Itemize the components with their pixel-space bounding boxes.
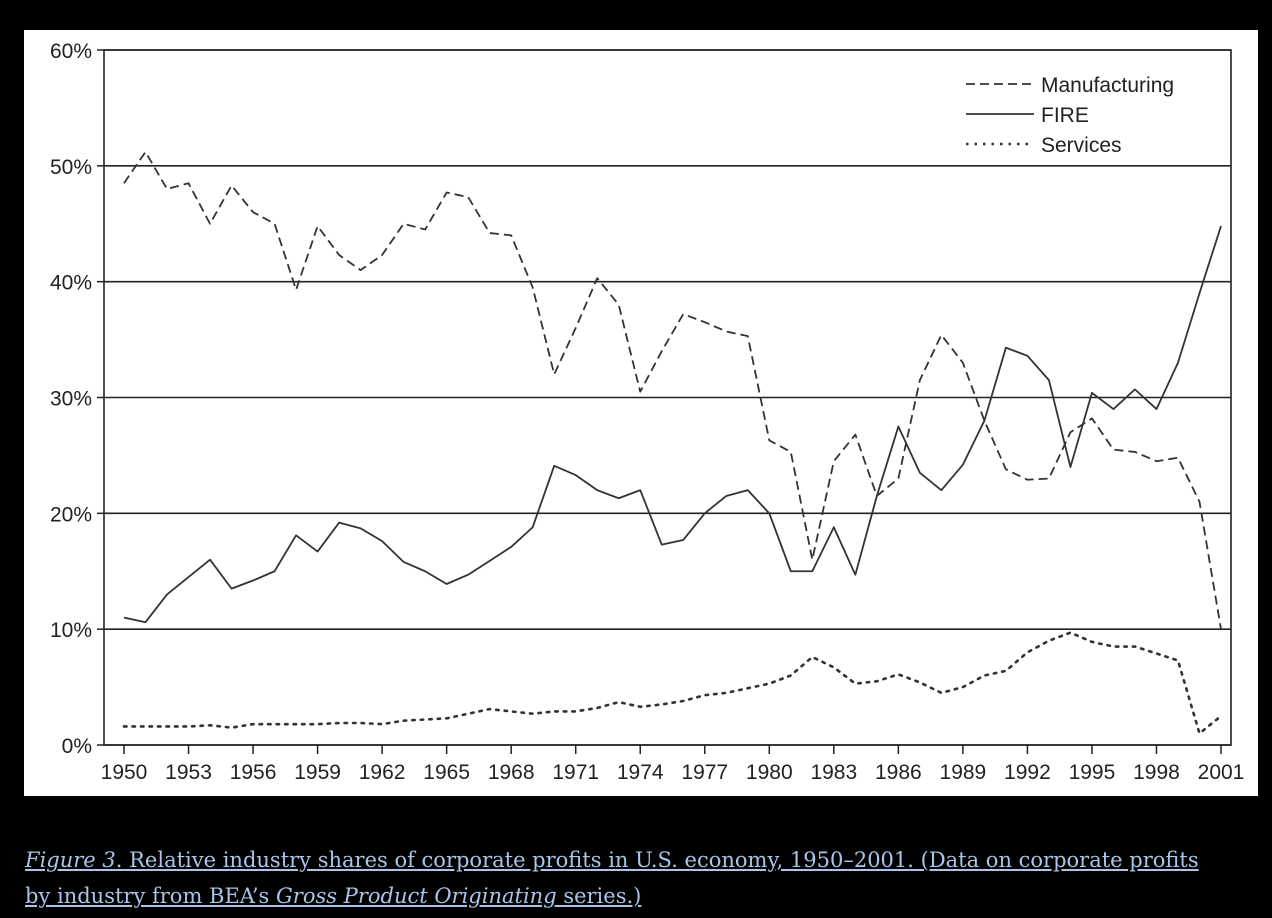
x-tick-label: 1962 bbox=[359, 761, 406, 784]
x-tick-label: 1968 bbox=[488, 761, 535, 784]
series-line-manufacturing bbox=[123, 151, 1222, 630]
x-tick-label: 1959 bbox=[294, 761, 341, 784]
y-tick-label: 40% bbox=[50, 272, 92, 295]
legend-label-manufacturing: Manufacturing bbox=[1041, 74, 1174, 97]
x-tick-label: 1989 bbox=[940, 761, 987, 784]
y-tick-label: 10% bbox=[50, 619, 92, 642]
y-tick-label: 20% bbox=[50, 503, 92, 526]
caption-source-title: Gross Product Originating bbox=[276, 884, 557, 908]
x-tick-label: 2001 bbox=[1198, 761, 1245, 784]
x-tick-label: 1980 bbox=[746, 761, 793, 784]
x-tick-label: 1983 bbox=[810, 761, 857, 784]
x-tick-label: 1953 bbox=[165, 761, 212, 784]
legend-label-services: Services bbox=[1041, 134, 1122, 157]
chart-panel: 0% 10% 20% 30% 40% 50% 60% 1950 1953 1956 1959 1962… bbox=[24, 30, 1258, 796]
axes: 0% 10% 20% 30% 40% 50% 60% 1950 1953 1956 1959 1962… bbox=[50, 40, 1244, 784]
x-tick-label: 1998 bbox=[1133, 761, 1180, 784]
x-tick-label: 1974 bbox=[617, 761, 664, 784]
x-tick-label: 1956 bbox=[230, 761, 277, 784]
y-tick-label: 50% bbox=[50, 156, 92, 179]
series-lines bbox=[122, 151, 1223, 735]
series-line-services bbox=[122, 631, 1223, 735]
line-chart: 0% 10% 20% 30% 40% 50% 60% 1950 1953 1956 1959 1962… bbox=[50, 40, 1244, 784]
caption-text-1: . Relative industry shares of corporate … bbox=[25, 848, 1199, 908]
y-tick-label: 0% bbox=[62, 735, 92, 758]
plot-frame bbox=[103, 49, 1232, 746]
x-tick-label: 1950 bbox=[101, 761, 148, 784]
x-tick-label: 1986 bbox=[875, 761, 922, 784]
figure-caption[interactable]: Figure 3. Relative industry shares of co… bbox=[25, 842, 1225, 914]
series-line-fire bbox=[123, 225, 1222, 624]
y-tick-label: 30% bbox=[50, 388, 92, 411]
caption-text-2: series.) bbox=[556, 884, 642, 908]
legend: Manufacturing FIRE Services bbox=[966, 74, 1174, 157]
x-tick-label: 1971 bbox=[552, 761, 599, 784]
legend-label-fire: FIRE bbox=[1041, 104, 1089, 127]
x-tick-label: 1977 bbox=[681, 761, 728, 784]
x-tick-label: 1992 bbox=[1004, 761, 1051, 784]
x-tick-label: 1995 bbox=[1069, 761, 1116, 784]
y-tick-label: 60% bbox=[50, 40, 92, 63]
x-tick-label: 1965 bbox=[423, 761, 470, 784]
caption-figure-label: Figure 3 bbox=[25, 848, 116, 872]
